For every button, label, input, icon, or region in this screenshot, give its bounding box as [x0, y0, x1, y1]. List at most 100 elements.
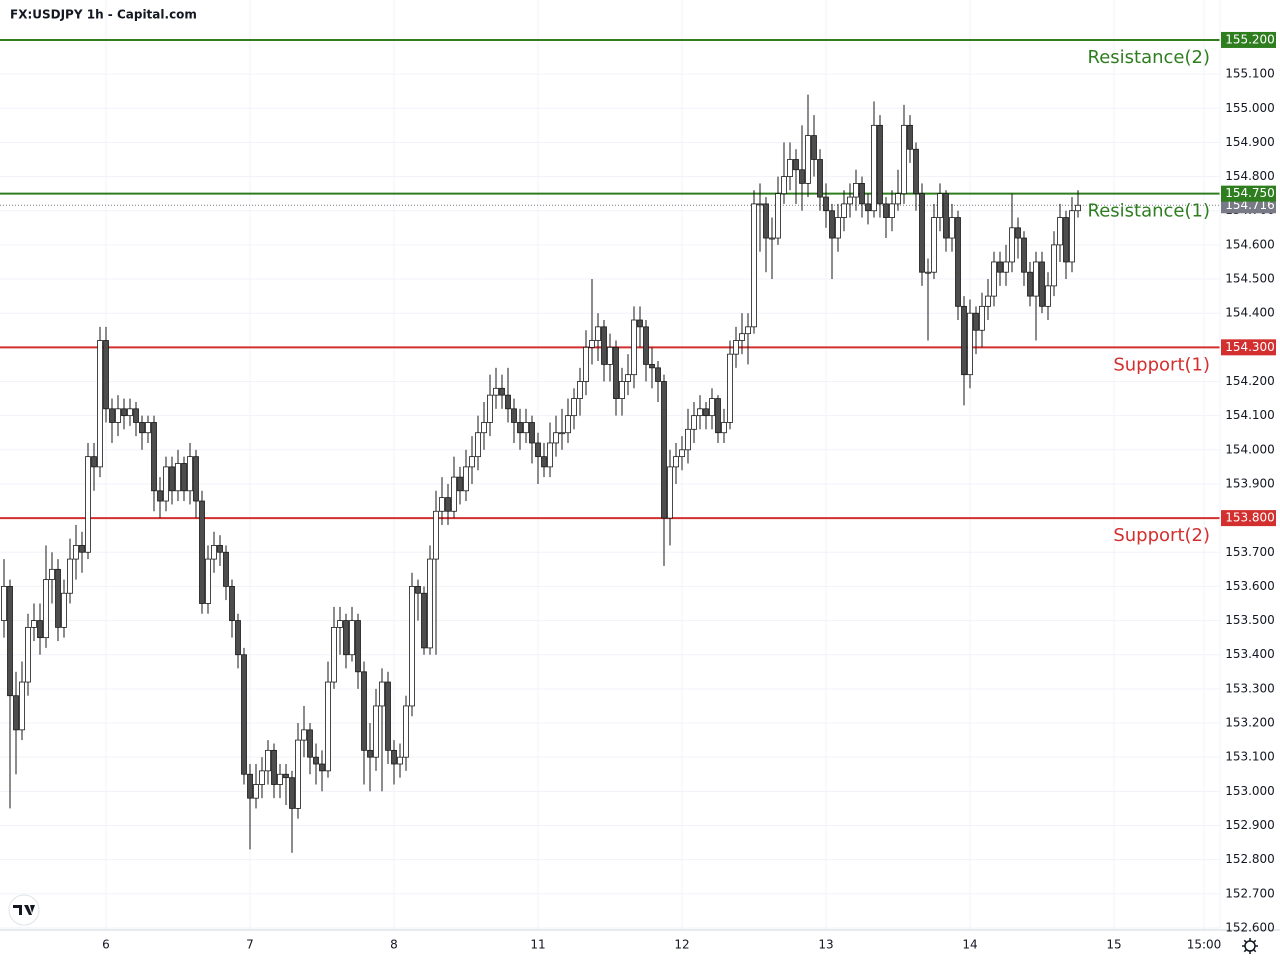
y-tick-label: 155.000 [1225, 101, 1275, 115]
candle-body [25, 626, 31, 683]
y-tick-label: 153.300 [1225, 681, 1275, 695]
y-tick-label: 154.200 [1225, 374, 1275, 388]
candle-body [739, 333, 745, 341]
level-price-tag [1221, 31, 1276, 48]
candle-body [757, 203, 763, 206]
settings-icon[interactable] [1242, 938, 1258, 954]
candle-body [73, 545, 79, 560]
candle-body [685, 428, 691, 451]
candle-body [871, 124, 877, 212]
candle-body [157, 490, 163, 502]
level-price-tag [1221, 339, 1276, 356]
candle-body [589, 340, 595, 348]
candle-body [1069, 210, 1075, 263]
candle-body [283, 773, 289, 779]
candle-body [727, 353, 733, 423]
candle-body [469, 456, 475, 468]
candle-body [703, 408, 709, 417]
candle-body [829, 210, 835, 239]
candle-body [709, 398, 715, 417]
candle-body [841, 203, 847, 218]
candle-body [247, 773, 253, 799]
candle-body [385, 681, 391, 751]
candle-body [115, 408, 121, 423]
candle-body [763, 203, 769, 239]
candle-body [499, 387, 505, 396]
x-tick-label: 6 [102, 938, 110, 952]
candle-body [547, 442, 553, 468]
candle-body [43, 579, 49, 639]
chart-title: FX:USDJPY 1h - Capital.com [10, 8, 197, 22]
level-price-label: 153.800 [1225, 511, 1275, 525]
candle-body [451, 476, 457, 512]
y-tick-label: 153.200 [1225, 716, 1275, 730]
candle-body [1075, 204, 1081, 212]
candle-body [1057, 217, 1063, 246]
candle-body [205, 558, 211, 604]
candle-body [457, 476, 463, 492]
candle-body [277, 773, 283, 785]
candle-body [145, 422, 151, 434]
candle-body [859, 183, 865, 205]
candle-body [187, 456, 193, 492]
candle-body [901, 124, 907, 195]
candle-body [817, 159, 823, 198]
candle-body [367, 749, 373, 758]
candle-body [433, 510, 439, 560]
labels: 155.100155.000154.900154.800154.700154.6… [102, 31, 1276, 952]
candle-body [913, 148, 919, 195]
x-tick-label: 11 [530, 938, 545, 952]
y-tick-label: 154.000 [1225, 442, 1275, 456]
candle-body [121, 408, 127, 417]
candle-body [877, 124, 883, 205]
candle-body [949, 217, 955, 239]
candle-body [421, 592, 427, 649]
x-tick-label: 15:00 [1187, 938, 1222, 952]
level-price-tag [1221, 510, 1276, 527]
candle-body [379, 681, 385, 707]
candle-body [541, 456, 547, 468]
candle-body [163, 466, 169, 502]
level-price-label: 154.300 [1225, 340, 1275, 354]
candle-body [571, 398, 577, 417]
candle-body [931, 217, 937, 273]
level-name: Support(1) [1113, 354, 1210, 375]
candle-body [355, 620, 361, 673]
x-tick-label: 8 [390, 938, 398, 952]
candle-body [445, 497, 451, 512]
candle-body [823, 196, 829, 212]
candle-body [91, 456, 97, 468]
candle-body [991, 261, 997, 297]
candle-body [865, 203, 871, 212]
candle-body [775, 193, 781, 239]
candle-body [13, 695, 19, 731]
candle-body [493, 387, 499, 396]
candle-body [1009, 227, 1015, 263]
candle-body [409, 586, 415, 707]
candle-body [79, 545, 85, 553]
candle-body [241, 654, 247, 775]
y-tick-label: 153.900 [1225, 476, 1275, 490]
candle-body [973, 312, 979, 331]
candle-body [67, 558, 73, 594]
candle-body [907, 124, 913, 150]
candle-body [673, 456, 679, 468]
y-tick-label: 153.500 [1225, 613, 1275, 627]
y-tick-label: 152.600 [1225, 920, 1275, 934]
candle-body [1063, 217, 1069, 263]
candle-body [325, 681, 331, 772]
candle-body [1051, 244, 1057, 287]
x-tick-label: 12 [674, 938, 689, 952]
y-tick-label: 154.100 [1225, 408, 1275, 422]
y-tick-label: 153.100 [1225, 750, 1275, 764]
candle-body [577, 381, 583, 399]
candle-body [787, 159, 793, 177]
candle-body [733, 340, 739, 355]
y-tick-label: 153.400 [1225, 647, 1275, 661]
candle-body [151, 422, 157, 492]
candle-body [919, 193, 925, 273]
candle-body [331, 626, 337, 683]
level-price-label: 154.750 [1225, 186, 1275, 200]
